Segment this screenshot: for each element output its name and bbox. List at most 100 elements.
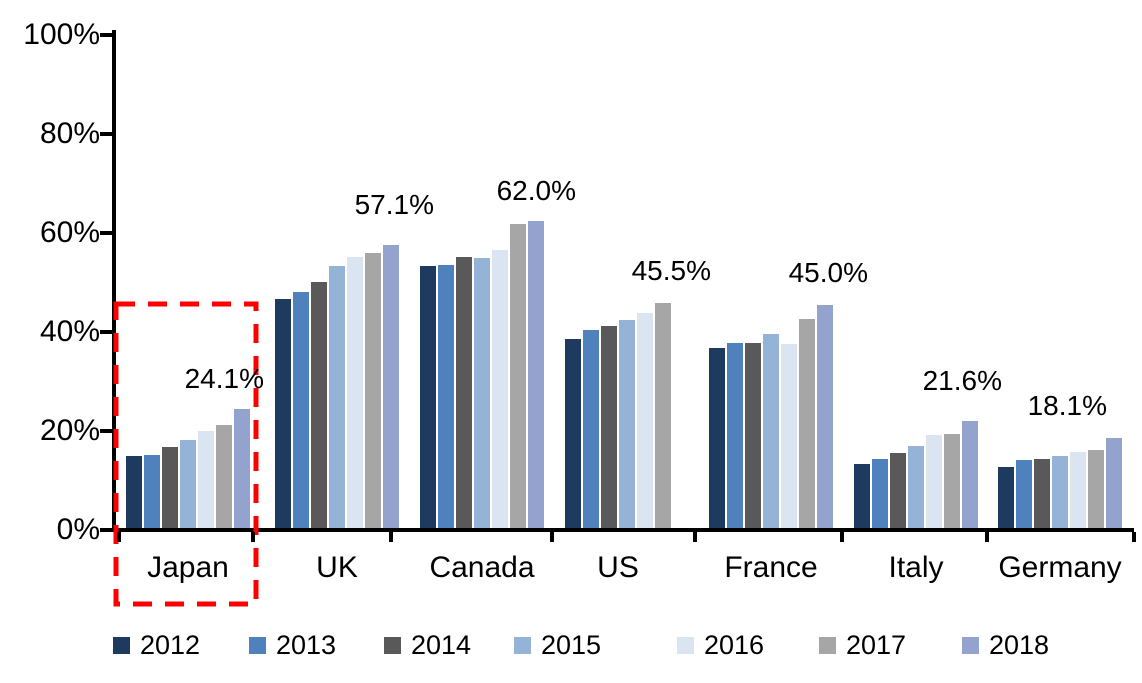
- legend-item-2017: 2017: [819, 630, 906, 660]
- value-label-italy: 21.6%: [922, 365, 1002, 397]
- x-axis-tick: [389, 532, 393, 542]
- bar-uk-2018: [383, 245, 399, 528]
- legend-swatch-2016: [677, 636, 694, 654]
- legend-label-2015: 2015: [541, 630, 602, 660]
- x-axis-label-italy: Italy: [888, 551, 944, 584]
- bar-italy-2016: [926, 435, 942, 528]
- y-axis-label-100: 100%: [23, 18, 100, 51]
- bar-uk-2017: [365, 252, 381, 528]
- bar-germany-2015: [1052, 456, 1068, 528]
- bar-us-2013: [583, 330, 599, 528]
- x-axis-label-japan: Japan: [147, 551, 229, 584]
- y-axis-line: [112, 30, 116, 532]
- x-axis-label-germany: Germany: [998, 551, 1122, 584]
- y-axis-label-80: 80%: [39, 117, 100, 150]
- x-axis-label-us: US: [597, 551, 639, 584]
- legend-item-2016: 2016: [677, 630, 764, 660]
- bar-canada-2013: [438, 264, 454, 528]
- value-label-canada: 62.0%: [496, 175, 576, 207]
- bar-us-2014: [601, 325, 617, 528]
- legend-label-2016: 2016: [704, 630, 765, 660]
- legend-label-2013: 2013: [276, 630, 337, 660]
- bar-japan-2013: [144, 454, 160, 528]
- bar-japan-2018: [234, 408, 250, 528]
- bar-canada-2012: [420, 266, 436, 528]
- legend-swatch-2018: [962, 636, 979, 654]
- bar-germany-2017: [1088, 450, 1104, 528]
- bar-canada-2014: [456, 257, 472, 528]
- bar-us-2015: [619, 320, 635, 528]
- bar-germany-2016: [1070, 452, 1086, 528]
- bar-uk-2012: [275, 298, 291, 528]
- value-label-uk: 57.1%: [354, 189, 434, 221]
- legend-item-2012: 2012: [113, 630, 200, 660]
- bar-group-france: [709, 305, 833, 528]
- bar-group-italy: [854, 421, 978, 528]
- value-label-france: 45.0%: [788, 257, 868, 289]
- legend-label-2014: 2014: [411, 630, 472, 660]
- y-axis-tick: [100, 231, 112, 235]
- bar-canada-2016: [492, 250, 508, 528]
- x-axis-line: [112, 528, 1134, 532]
- bar-us-2016: [637, 312, 653, 528]
- legend-label-2012: 2012: [140, 630, 201, 660]
- y-axis-label-20: 20%: [39, 414, 100, 447]
- bar-germany-2014: [1034, 458, 1050, 528]
- y-axis-label-60: 60%: [39, 216, 100, 249]
- legend-item-2014: 2014: [384, 630, 471, 660]
- bar-canada-2015: [474, 257, 490, 528]
- y-axis-tick: [100, 330, 112, 334]
- bar-japan-2015: [180, 440, 196, 528]
- legend-swatch-2015: [514, 636, 531, 654]
- bar-italy-2013: [872, 459, 888, 528]
- bar-japan-2017: [216, 424, 232, 528]
- bar-japan-2016: [198, 430, 214, 528]
- y-axis-tick: [100, 33, 112, 37]
- bar-group-japan: [126, 408, 250, 528]
- bar-uk-2013: [293, 291, 309, 528]
- x-axis-tick: [693, 532, 697, 542]
- bar-france-2017: [799, 319, 815, 528]
- legend-swatch-2013: [249, 636, 266, 654]
- value-label-us: 45.5%: [631, 254, 711, 286]
- bar-canada-2017: [510, 223, 526, 528]
- bar-france-2013: [727, 342, 743, 528]
- y-axis-tick: [100, 528, 112, 532]
- legend-label-2018: 2018: [989, 630, 1050, 660]
- legend-item-2018: 2018: [962, 630, 1049, 660]
- x-axis-tick: [550, 532, 554, 542]
- bar-japan-2012: [126, 455, 142, 528]
- bar-canada-2018: [528, 221, 544, 528]
- bar-italy-2015: [908, 445, 924, 528]
- value-label-japan: 24.1%: [184, 362, 264, 394]
- bar-japan-2014: [162, 446, 178, 528]
- bar-uk-2014: [311, 281, 327, 528]
- bar-france-2016: [781, 343, 797, 528]
- y-axis-label-0: 0%: [56, 513, 100, 546]
- value-label-germany: 18.1%: [1027, 390, 1107, 422]
- bar-group-us: [565, 302, 671, 528]
- bar-italy-2014: [890, 453, 906, 528]
- x-axis-label-uk: UK: [316, 551, 358, 584]
- bar-group-germany: [998, 438, 1122, 528]
- bar-france-2014: [745, 343, 761, 528]
- bar-france-2018: [817, 305, 833, 528]
- bar-france-2015: [763, 334, 779, 528]
- x-axis-label-canada: Canada: [429, 551, 535, 584]
- bar-germany-2012: [998, 467, 1014, 528]
- legend-swatch-2014: [384, 636, 401, 654]
- y-axis-tick: [100, 429, 112, 433]
- bar-germany-2018: [1106, 438, 1122, 528]
- legend-item-2013: 2013: [249, 630, 336, 660]
- x-axis-label-france: France: [724, 551, 818, 584]
- bar-us-2017: [655, 302, 671, 528]
- bar-france-2012: [709, 348, 725, 528]
- y-axis-tick: [100, 132, 112, 136]
- legend-swatch-2017: [819, 636, 836, 654]
- x-axis-tick: [1132, 532, 1136, 542]
- bar-germany-2013: [1016, 460, 1032, 528]
- x-axis-tick: [117, 532, 121, 542]
- y-axis-label-40: 40%: [39, 315, 100, 348]
- bar-uk-2016: [347, 257, 363, 528]
